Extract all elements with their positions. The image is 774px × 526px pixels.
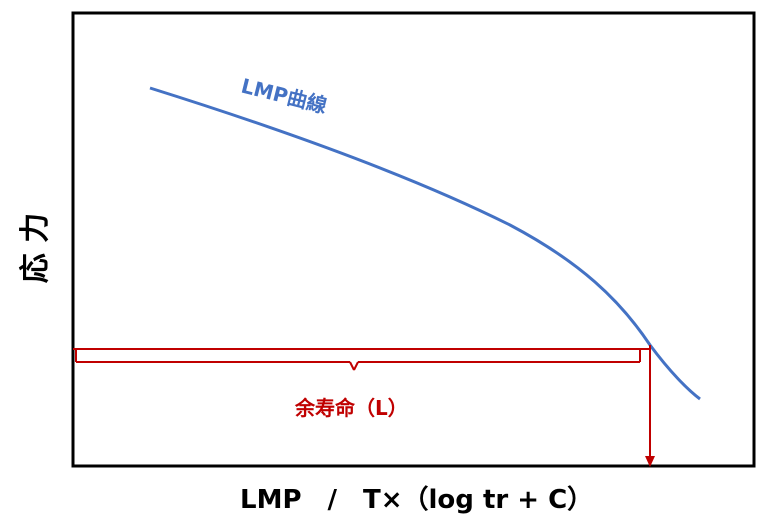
remaining-life-label: 余寿命（L） <box>294 396 408 420</box>
drop-arrowhead <box>645 456 655 467</box>
lmp-curve-line <box>149 86 701 401</box>
remaining-life-brace <box>75 350 641 371</box>
x-axis-label: LMP / T×（log tr + C） <box>240 485 593 515</box>
plot-frame <box>71 11 756 468</box>
y-axis-label: 応 力 <box>18 213 53 283</box>
lmp-curve-label: LMP曲線 <box>239 74 330 118</box>
